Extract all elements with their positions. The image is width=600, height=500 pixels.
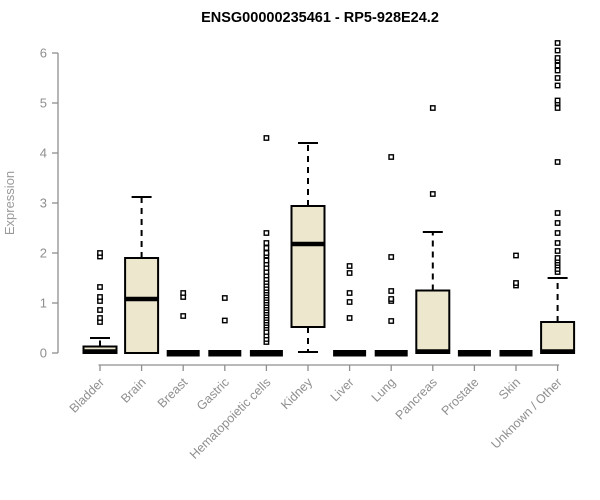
boxplot-flat-box xyxy=(166,350,200,357)
outlier-point xyxy=(554,220,561,226)
boxplot-flat-box xyxy=(374,350,408,357)
box xyxy=(124,257,160,354)
outlier-point xyxy=(388,296,395,302)
x-tick-label: Pancreas xyxy=(393,375,440,422)
outlier-point xyxy=(180,313,187,319)
outlier-point xyxy=(388,254,395,260)
boxplot-flat-box xyxy=(333,350,367,357)
outlier-point xyxy=(554,240,561,246)
outlier-point xyxy=(97,315,103,321)
y-tick-label: 4 xyxy=(40,146,47,161)
x-tick-label: Unknown / Other xyxy=(488,375,564,451)
outlier-point xyxy=(97,284,103,290)
y-axis-label: Expression xyxy=(2,171,17,235)
outlier-point xyxy=(346,299,353,305)
x-tick-label: Lung xyxy=(369,375,399,405)
boxplot-flat-box xyxy=(249,350,283,357)
outlier-point xyxy=(554,55,561,61)
outlier-point xyxy=(263,245,270,251)
outlier-point xyxy=(221,295,228,301)
outlier-point xyxy=(554,248,561,254)
outlier-point xyxy=(346,290,353,296)
boxplot-flat-box xyxy=(457,350,491,357)
outlier-point xyxy=(97,307,103,313)
box xyxy=(540,321,576,354)
plot-content: 0 1 2 3 4 5 6 Bladder Brain Breast GastricHematopo… xyxy=(40,40,576,462)
outlier-point xyxy=(346,263,353,269)
outlier-point xyxy=(97,250,103,256)
x-tick-label: Liver xyxy=(328,375,357,404)
outlier-point xyxy=(554,47,561,54)
outlier-point xyxy=(554,159,561,165)
x-tick-label: Gastric xyxy=(194,375,232,413)
y-tick-label: 1 xyxy=(40,296,47,311)
outlier-point xyxy=(346,315,353,321)
y-tick-label: 0 xyxy=(40,346,47,361)
outlier-point xyxy=(97,294,103,300)
outlier-point xyxy=(513,280,519,286)
outlier-point xyxy=(554,105,561,111)
outlier-point xyxy=(554,82,561,89)
boxplot-flat-box xyxy=(499,350,533,357)
y-tick-label: 2 xyxy=(40,246,47,261)
x-tick-label: Kidney xyxy=(278,375,315,412)
y-tick-label: 6 xyxy=(40,46,47,61)
outlier-point xyxy=(263,240,270,246)
outlier-point xyxy=(346,270,353,276)
outlier-point xyxy=(554,230,561,236)
chart-title: ENSG00000235461 - RP5-928E24.2 xyxy=(201,10,439,26)
outlier-point xyxy=(263,135,270,141)
outlier-point xyxy=(388,318,395,324)
y-tick-label: 5 xyxy=(40,96,47,111)
box xyxy=(415,289,451,354)
x-tick-label: Skin xyxy=(496,375,523,402)
outlier-point xyxy=(388,154,395,160)
outlier-point xyxy=(429,105,436,111)
outlier-point xyxy=(513,252,519,259)
x-tick-label: Prostate xyxy=(439,375,482,418)
outlier-point xyxy=(263,250,270,256)
outlier-point xyxy=(263,257,270,264)
outlier-point xyxy=(554,75,561,81)
outlier-point xyxy=(388,288,395,294)
y-tick-label: 3 xyxy=(40,196,47,211)
x-tick-label: Hematopoietic cells xyxy=(187,375,274,462)
outlier-point xyxy=(554,255,561,261)
outlier-point xyxy=(180,290,187,296)
outlier-point xyxy=(554,62,561,69)
outlier-point xyxy=(554,210,561,216)
outlier-point xyxy=(429,191,436,197)
outlier-point xyxy=(554,67,561,74)
boxplot-flat-box xyxy=(208,350,242,357)
outlier-point xyxy=(554,40,561,46)
x-tick-label: Bladder xyxy=(67,375,107,415)
x-tick-label: Brain xyxy=(118,375,149,406)
box xyxy=(290,205,326,328)
x-tick-label: Breast xyxy=(155,375,191,411)
outlier-point xyxy=(263,230,270,236)
outlier-point xyxy=(554,97,561,104)
outlier-point xyxy=(221,317,228,324)
